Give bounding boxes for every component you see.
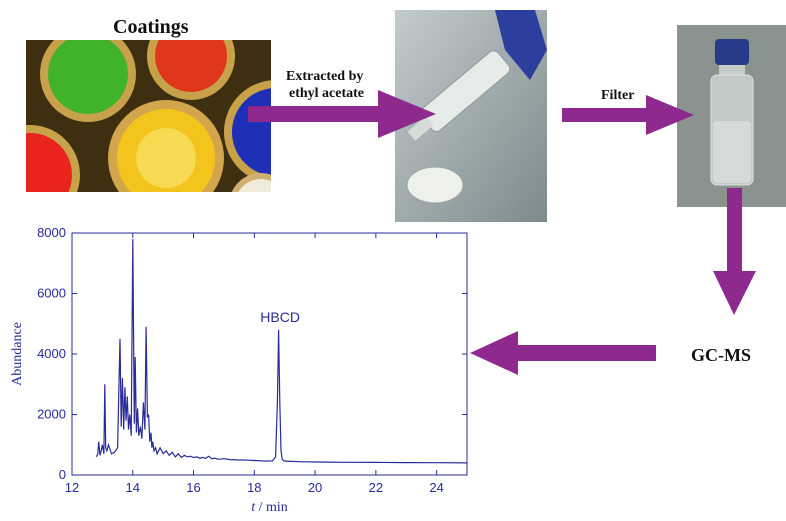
y-tick-label: 6000 bbox=[37, 286, 66, 301]
x-tick-label: 24 bbox=[429, 480, 443, 495]
y-tick-label: 4000 bbox=[37, 346, 66, 361]
y-tick-label: 0 bbox=[59, 467, 66, 482]
chromatogram-line bbox=[95, 239, 468, 464]
x-tick-label: 12 bbox=[65, 480, 79, 495]
y-tick-label: 8000 bbox=[37, 225, 66, 240]
y-tick-label: 2000 bbox=[37, 407, 66, 422]
coatings-photo bbox=[26, 40, 271, 192]
arrow-extract bbox=[248, 90, 436, 138]
x-axis-label: t / min bbox=[251, 500, 288, 515]
filter-label: Filter bbox=[601, 88, 635, 103]
extract-label-line2: ethyl acetate bbox=[289, 86, 365, 101]
gcms-label: GC-MS bbox=[691, 345, 751, 365]
hbcd-annotation: HBCD bbox=[260, 309, 300, 325]
x-tick-label: 22 bbox=[369, 480, 383, 495]
arrow-filter bbox=[562, 95, 694, 135]
arrow-down bbox=[713, 188, 756, 315]
coatings-label: Coatings bbox=[113, 16, 189, 38]
x-tick-label: 16 bbox=[186, 480, 200, 495]
extract-label-line1: Extracted by bbox=[286, 69, 364, 84]
y-axis-label: Abundance bbox=[10, 322, 25, 386]
vial-photo bbox=[677, 25, 786, 207]
arrow-left bbox=[470, 331, 656, 375]
x-tick-label: 18 bbox=[247, 480, 261, 495]
plot-frame bbox=[71, 232, 468, 476]
x-tick-label: 20 bbox=[308, 480, 322, 495]
x-tick-label: 14 bbox=[126, 480, 140, 495]
